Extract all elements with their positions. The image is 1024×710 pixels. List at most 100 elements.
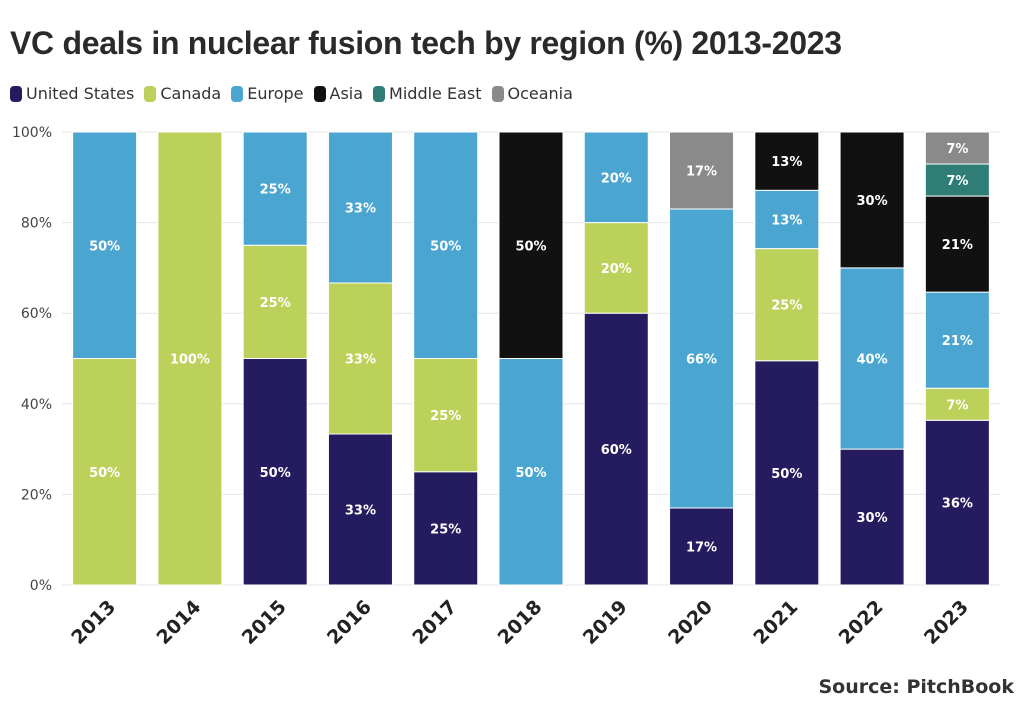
legend-label: United States [26,84,135,103]
bar-segment [242,358,308,586]
data-label: 17% [686,165,717,180]
legend-label: Canada [160,84,222,103]
data-label: 50% [515,239,546,254]
legend-item: Oceania [491,84,573,103]
x-tick-label: 2020 [664,596,717,649]
bar-segment [754,189,820,250]
legend-item: United States [10,84,134,103]
data-label: 25% [260,183,291,198]
y-tick-label: 60% [21,306,52,322]
bar-segment [669,208,735,509]
legend-item: Asia [313,84,364,103]
data-label: 13% [771,213,802,228]
x-tick-label: 2014 [152,596,205,649]
x-tick-label: 2018 [494,596,547,649]
chart-title: VC deals in nuclear fusion tech by regio… [10,25,842,61]
data-label: 25% [430,522,461,537]
data-label: 25% [771,299,802,314]
bar-segment [924,387,990,421]
legend-swatch [231,85,244,102]
legend-label: Oceania [507,84,573,103]
bar-segment [413,358,479,473]
data-label: 7% [946,142,968,157]
bar-segment [924,195,990,293]
bar-segment [754,248,820,362]
x-tick-label: 2013 [67,596,120,649]
bar-segment [413,471,479,586]
data-label: 33% [345,202,376,217]
bar-segment [327,131,393,284]
legend: United States Canada Europe Asia Middle East… [10,84,573,103]
bar-segment [583,312,649,586]
bar-segment [498,358,564,586]
data-label: 30% [857,511,888,526]
bar-segment [924,131,990,165]
y-tick-label: 20% [21,487,52,503]
legend-swatch [10,85,22,102]
x-tick-label: 2016 [323,596,376,649]
y-tick-label: 40% [21,397,52,413]
bar-segment [242,131,308,246]
data-label: 13% [771,155,802,170]
bar-segment [498,131,564,359]
data-label: 36% [942,497,973,512]
data-label: 21% [942,334,973,349]
x-tick-label: 2022 [835,596,888,649]
x-tick-label: 2023 [920,596,973,649]
data-label: 50% [430,239,461,254]
bar-segment [839,131,905,269]
bar-segment [669,131,735,210]
data-label: 20% [601,262,632,277]
source-note: Source: PitchBook [818,676,1014,698]
bar-segment [583,131,649,224]
data-label: 100% [170,353,210,368]
data-label: 50% [771,467,802,482]
y-tick-label: 100% [12,125,52,141]
bar-segment [72,358,138,586]
legend-label: Europe [247,84,304,103]
data-label: 66% [686,353,717,368]
data-label: 25% [260,296,291,311]
legend-item: Canada [144,84,221,103]
bar-segment [157,131,223,586]
data-label: 40% [857,353,888,368]
data-label: 21% [942,238,973,253]
data-label: 30% [857,194,888,209]
bar-segment [754,131,820,191]
bar-segment [924,163,990,197]
data-label: 17% [686,540,717,555]
bar-segment [413,131,479,359]
bar-segment [669,507,735,586]
legend-label: Asia [329,84,364,103]
data-label: 60% [601,443,632,458]
legend-swatch [313,85,326,102]
x-tick-label: 2021 [749,596,802,649]
data-label: 50% [89,239,120,254]
bar-segment [242,244,308,359]
data-label: 50% [260,466,291,481]
data-label: 20% [601,171,632,186]
x-tick-label: 2015 [238,596,291,649]
bar-segment [924,419,990,586]
legend-swatch [144,85,157,102]
data-label: 33% [345,353,376,368]
data-label: 33% [345,504,376,519]
data-label: 7% [946,174,968,189]
legend-swatch [491,85,504,102]
bar-segment [583,222,649,314]
legend-label: Middle East [389,84,482,103]
data-label: 7% [946,398,968,413]
bar-segment [72,131,138,359]
y-tick-label: 80% [21,216,52,232]
bar-segment [839,267,905,450]
legend-swatch [373,85,386,102]
x-tick-label: 2019 [579,596,632,649]
data-label: 25% [430,409,461,424]
data-label: 50% [89,466,120,481]
x-tick-label: 2017 [408,596,461,649]
bar-segment [839,448,905,586]
data-label: 50% [515,466,546,481]
legend-item: Europe [231,84,304,103]
bar-segment [327,282,393,435]
